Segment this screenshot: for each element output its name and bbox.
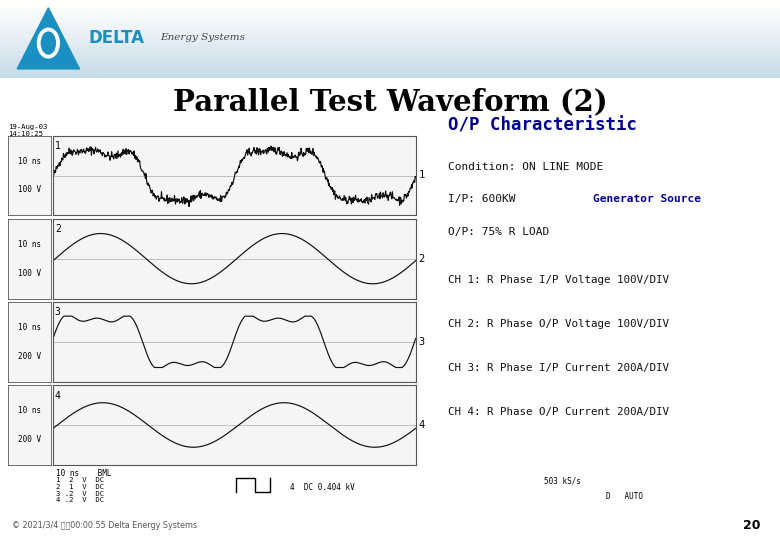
Text: 1: 1 <box>55 141 61 151</box>
Polygon shape <box>17 8 80 69</box>
Text: 100 V: 100 V <box>18 268 41 278</box>
Text: 1: 1 <box>419 171 425 180</box>
Text: 10 ns: 10 ns <box>18 323 41 332</box>
Ellipse shape <box>41 32 55 54</box>
Text: Generator Source: Generator Source <box>593 194 700 205</box>
Bar <box>0 63 780 65</box>
Text: 4: 4 <box>419 420 425 430</box>
Text: 10 ns: 10 ns <box>18 157 41 166</box>
Text: Parallel Test Waveform (2): Parallel Test Waveform (2) <box>172 87 608 116</box>
Text: 4  DC 0.404 kV: 4 DC 0.404 kV <box>289 483 354 492</box>
Text: 200 V: 200 V <box>18 352 41 361</box>
Bar <box>0 44 780 47</box>
Text: DELTA: DELTA <box>88 29 144 46</box>
Bar <box>0 5 780 8</box>
Text: D   AUTO: D AUTO <box>606 492 644 501</box>
Bar <box>0 39 780 42</box>
Text: 2  1  V  DC: 2 1 V DC <box>56 484 105 490</box>
Bar <box>0 76 780 78</box>
Text: 10 ns    BML: 10 ns BML <box>56 469 112 477</box>
Bar <box>0 57 780 60</box>
Text: 20: 20 <box>743 518 760 532</box>
Text: 2: 2 <box>55 224 61 234</box>
Text: 200 V: 200 V <box>18 435 41 444</box>
Text: Energy Systems: Energy Systems <box>160 33 245 42</box>
Bar <box>0 13 780 16</box>
Bar <box>0 8 780 10</box>
Bar <box>0 18 780 21</box>
Text: O/P Characteristic: O/P Characteristic <box>448 117 637 134</box>
Text: 3 .2  V  DC: 3 .2 V DC <box>56 491 105 497</box>
Bar <box>0 68 780 71</box>
Bar <box>0 65 780 68</box>
Text: 2: 2 <box>419 254 425 264</box>
Bar <box>0 26 780 29</box>
Bar <box>0 21 780 23</box>
Bar <box>0 10 780 13</box>
Bar <box>0 52 780 55</box>
Text: 3: 3 <box>419 337 425 347</box>
Text: © 2021/3/4 上午00:00:55 Delta Energy Systems: © 2021/3/4 上午00:00:55 Delta Energy Syste… <box>12 521 197 530</box>
Bar <box>0 70 780 73</box>
Text: Condition: ON LINE MODE: Condition: ON LINE MODE <box>448 162 604 172</box>
Text: O/P: 75% R LOAD: O/P: 75% R LOAD <box>448 227 550 237</box>
Text: 4: 4 <box>55 390 61 401</box>
Text: CH 4: R Phase O/P Current 200A/DIV: CH 4: R Phase O/P Current 200A/DIV <box>448 407 669 417</box>
Bar <box>0 55 780 57</box>
Bar <box>0 23 780 26</box>
Bar <box>0 29 780 31</box>
Text: 19-Aug-03
14:10:25: 19-Aug-03 14:10:25 <box>8 124 47 137</box>
Bar <box>0 42 780 44</box>
Bar <box>0 34 780 37</box>
Text: 3: 3 <box>55 307 61 318</box>
Text: CH 2: R Phase O/P Voltage 100V/DIV: CH 2: R Phase O/P Voltage 100V/DIV <box>448 319 669 329</box>
Bar <box>0 0 780 3</box>
Text: CH 1: R Phase I/P Voltage 100V/DIV: CH 1: R Phase I/P Voltage 100V/DIV <box>448 275 669 286</box>
Bar <box>0 31 780 34</box>
Bar <box>0 16 780 18</box>
Text: 4 .2  V  DC: 4 .2 V DC <box>56 497 105 503</box>
Text: 10 ns: 10 ns <box>18 406 41 415</box>
Text: CH 3: R Phase I/P Current 200A/DIV: CH 3: R Phase I/P Current 200A/DIV <box>448 363 669 373</box>
Text: 10 ns: 10 ns <box>18 240 41 249</box>
Bar <box>0 47 780 50</box>
Bar <box>0 60 780 63</box>
Bar <box>0 37 780 39</box>
Text: 503 kS/s: 503 kS/s <box>544 476 581 485</box>
Text: 100 V: 100 V <box>18 185 41 194</box>
Text: 1  2  V  DC: 1 2 V DC <box>56 477 105 483</box>
Text: I/P: 600KW: I/P: 600KW <box>448 194 523 205</box>
Bar <box>0 3 780 5</box>
Ellipse shape <box>37 28 59 58</box>
Bar <box>0 73 780 76</box>
Bar <box>0 50 780 52</box>
